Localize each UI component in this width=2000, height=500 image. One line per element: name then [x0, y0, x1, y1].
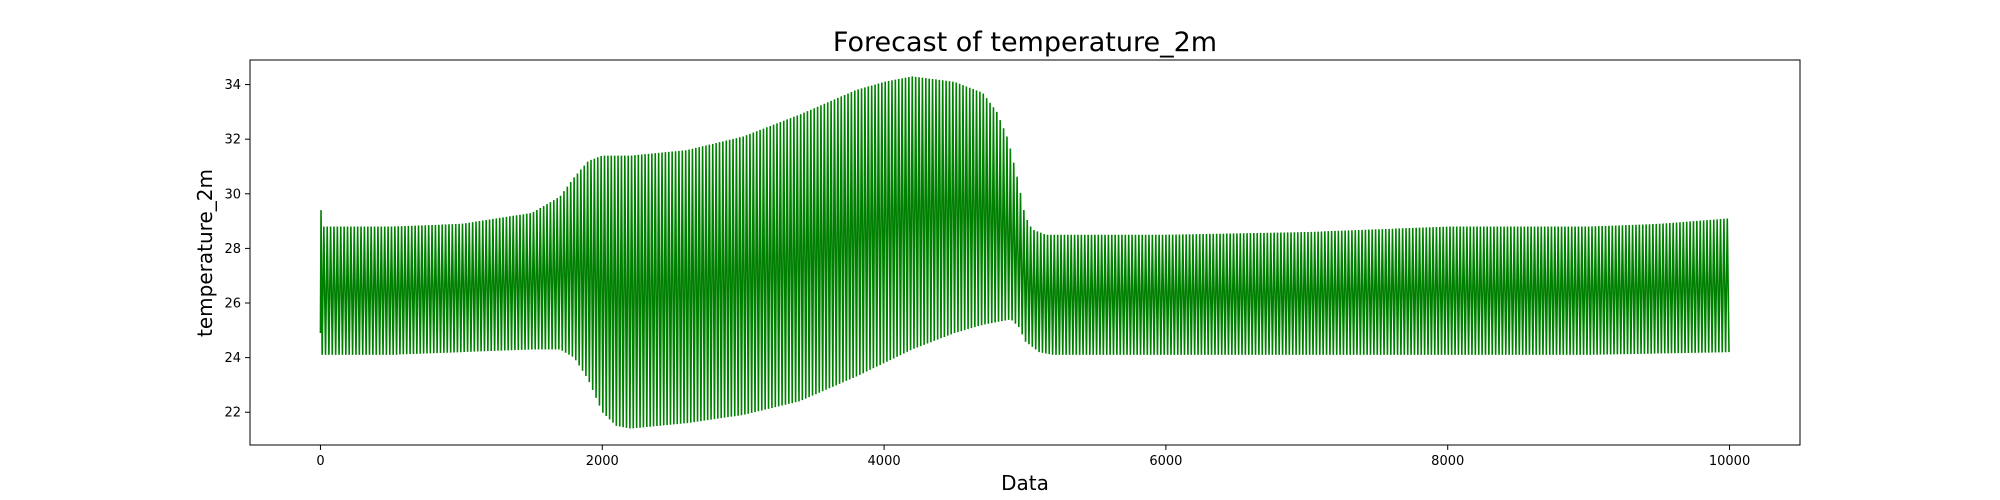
x-tick-label: 0 [316, 454, 324, 469]
plot-area-frame [249, 59, 1801, 446]
y-tick-label: 24 [224, 351, 241, 366]
chart-title: Forecast of temperature_2m [833, 27, 1217, 58]
y-tick-label: 22 [224, 406, 241, 421]
x-axis-label: Data [1001, 471, 1049, 495]
x-tick-label: 8000 [1431, 454, 1464, 469]
y-axis-ticks: 22 24 26 28 30 32 34 [224, 78, 250, 421]
x-tick-label: 6000 [1149, 454, 1182, 469]
y-tick-label: 32 [224, 133, 241, 148]
y-tick-label: 26 [224, 297, 241, 312]
x-tick-label: 2000 [586, 454, 619, 469]
x-tick-label: 4000 [868, 454, 901, 469]
y-tick-label: 28 [224, 242, 241, 257]
y-tick-label: 30 [224, 187, 241, 202]
y-axis-label: temperature_2m [193, 169, 217, 337]
x-axis-ticks: 0 2000 4000 6000 8000 10000 [316, 445, 1750, 469]
x-tick-label: 10000 [1709, 454, 1750, 469]
series-line-temperature-2m [319, 76, 1730, 429]
y-tick-label: 34 [224, 78, 241, 93]
